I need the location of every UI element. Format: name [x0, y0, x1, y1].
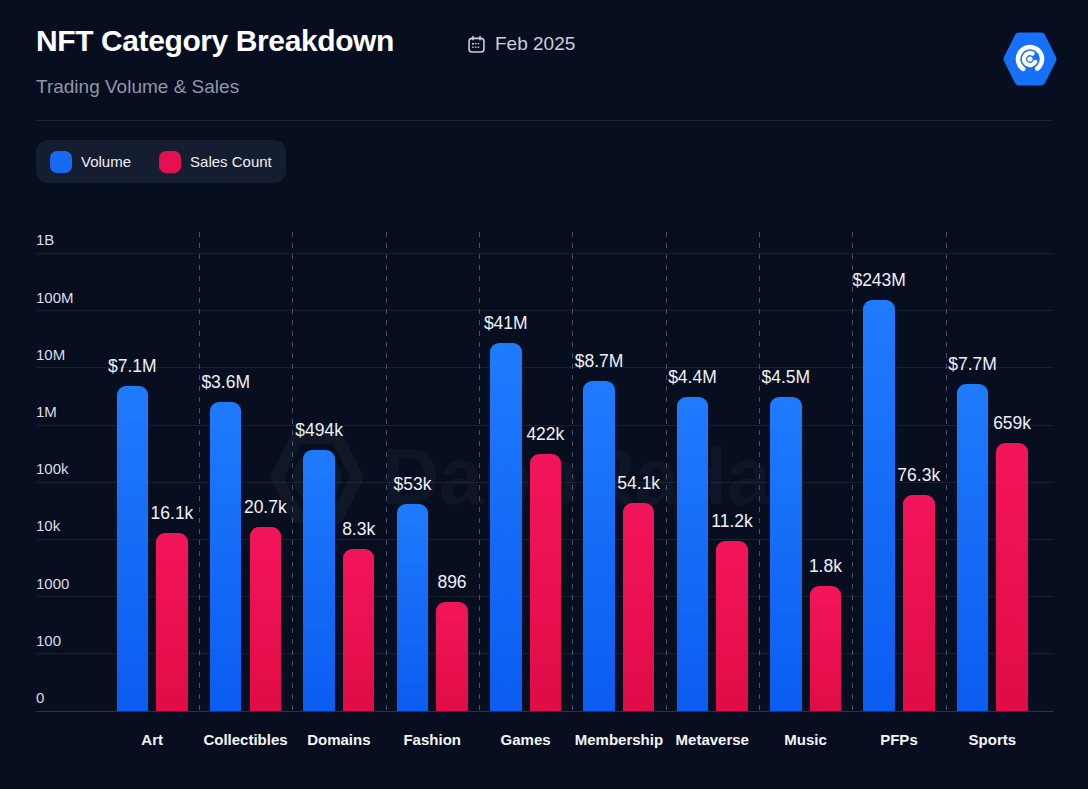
bar-value-label: 8.3k	[309, 519, 409, 540]
y-axis-tick-label: 10M	[36, 346, 65, 363]
period-selector[interactable]: Feb 2025	[466, 33, 575, 55]
volume-swatch-icon	[50, 151, 72, 173]
bar-value-label: $7.1M	[82, 356, 182, 377]
bar-volume-pfps[interactable]	[863, 300, 895, 711]
y-axis-tick-label: 1000	[36, 575, 69, 592]
legend-item-sales-count[interactable]: Sales Count	[159, 151, 272, 173]
bar-value-label: 422k	[495, 424, 595, 445]
y-axis-tick-label: 100	[36, 632, 61, 649]
bar-value-label: $243M	[829, 270, 929, 291]
category-separator-gridline	[666, 232, 667, 711]
y-gridline	[36, 310, 1053, 311]
bar-volume-music[interactable]	[770, 397, 802, 711]
category-separator-gridline	[199, 232, 200, 711]
bar-volume-membership[interactable]	[583, 381, 615, 711]
bar-value-label: 1.8k	[775, 556, 875, 577]
bar-volume-games[interactable]	[490, 343, 522, 711]
category-separator-gridline	[386, 232, 387, 711]
category-separator-gridline	[292, 232, 293, 711]
x-axis-category-label: Sports	[932, 731, 1052, 748]
bar-sales-count-metaverse[interactable]	[716, 541, 748, 711]
bar-sales-count-collectibles[interactable]	[250, 527, 282, 711]
y-axis-tick-label: 1B	[36, 231, 54, 248]
bar-volume-art[interactable]	[117, 386, 149, 711]
nft-category-breakdown-card: NFT Category Breakdown Feb 2025 Trading …	[0, 0, 1088, 789]
y-axis-tick-label: 1M	[36, 403, 57, 420]
category-separator-gridline	[479, 232, 480, 711]
page-subtitle: Trading Volume & Sales	[36, 76, 239, 98]
dappradar-logo-icon[interactable]	[1003, 32, 1057, 86]
bar-value-label: $494k	[269, 420, 369, 441]
bar-sales-count-fashion[interactable]	[436, 602, 468, 711]
page-title: NFT Category Breakdown	[36, 24, 394, 58]
bar-volume-metaverse[interactable]	[677, 397, 709, 711]
bar-value-label: 54.1k	[589, 473, 689, 494]
bar-value-label: 11.2k	[682, 511, 782, 532]
bar-value-label: $7.7M	[923, 354, 1023, 375]
bar-sales-count-games[interactable]	[530, 454, 562, 711]
bar-value-label: $4.4M	[642, 367, 742, 388]
category-separator-gridline	[572, 232, 573, 711]
legend-item-volume[interactable]: Volume	[50, 151, 131, 173]
y-axis-tick-label: 10k	[36, 517, 60, 534]
x-axis-line	[36, 711, 1053, 712]
bar-volume-fashion[interactable]	[397, 504, 429, 711]
category-separator-gridline	[759, 232, 760, 711]
bar-sales-count-music[interactable]	[810, 586, 842, 711]
y-gridline	[36, 253, 1053, 254]
bar-sales-count-domains[interactable]	[343, 549, 375, 711]
calendar-icon	[466, 34, 487, 55]
bar-value-label: 16.1k	[122, 503, 222, 524]
bar-volume-domains[interactable]	[303, 450, 335, 711]
period-label: Feb 2025	[495, 33, 575, 55]
bar-value-label: $3.6M	[176, 372, 276, 393]
bar-value-label: $4.5M	[736, 367, 836, 388]
bar-sales-count-sports[interactable]	[996, 443, 1028, 711]
category-separator-gridline	[852, 232, 853, 711]
y-axis-tick-label: 100k	[36, 460, 69, 477]
bar-value-label: 896	[402, 572, 502, 593]
bar-sales-count-membership[interactable]	[623, 503, 655, 711]
legend-label: Volume	[81, 153, 131, 170]
legend-label: Sales Count	[190, 153, 272, 170]
sales-count-swatch-icon	[159, 151, 181, 173]
bar-value-label: $41M	[456, 313, 556, 334]
bar-value-label: $8.7M	[549, 351, 649, 372]
bar-sales-count-pfps[interactable]	[903, 495, 935, 711]
bar-value-label: 76.3k	[869, 465, 969, 486]
y-gridline	[36, 367, 1053, 368]
bar-sales-count-art[interactable]	[156, 533, 188, 711]
bar-value-label: 20.7k	[215, 497, 315, 518]
y-axis-tick-label: 0	[36, 689, 44, 706]
chart-legend: Volume Sales Count	[36, 140, 286, 183]
bar-value-label: $53k	[362, 474, 462, 495]
y-axis-tick-label: 100M	[36, 289, 74, 306]
bar-value-label: 659k	[962, 413, 1062, 434]
bar-volume-collectibles[interactable]	[210, 402, 242, 711]
header-divider	[36, 120, 1052, 121]
